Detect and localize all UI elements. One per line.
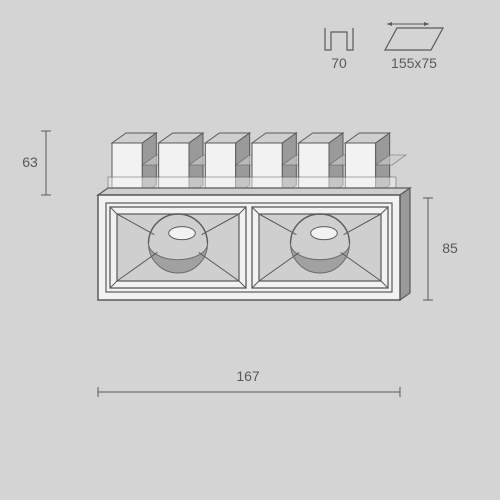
cell: [110, 207, 246, 288]
label-depth: 70: [322, 55, 356, 71]
heatsink: [108, 133, 406, 195]
label-width: 167: [228, 368, 268, 384]
frame: [98, 188, 410, 300]
label-cutout: 155x75: [382, 55, 446, 71]
cell: [252, 207, 388, 288]
label-front-height: 85: [438, 240, 462, 256]
label-height-back: 63: [18, 154, 42, 170]
technical-drawing: [0, 0, 500, 500]
